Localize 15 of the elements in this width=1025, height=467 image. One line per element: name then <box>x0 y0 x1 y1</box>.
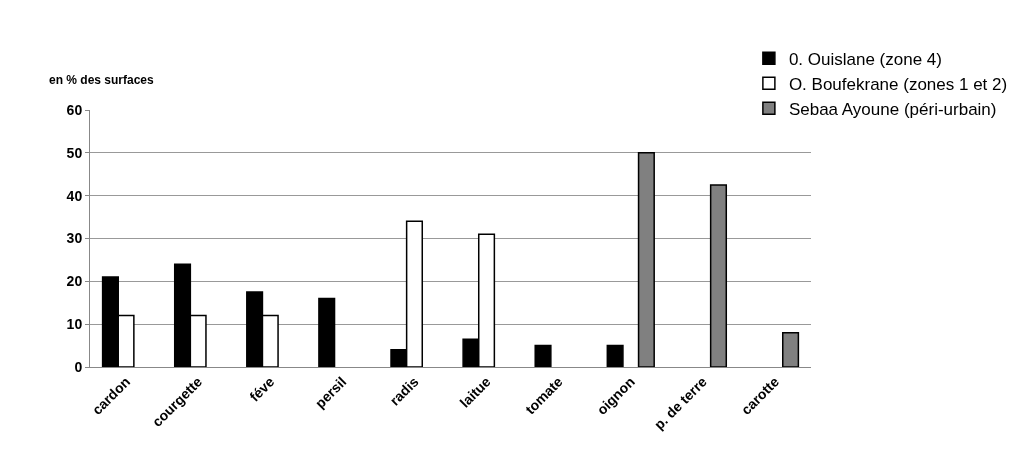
bar <box>534 344 552 367</box>
y-tick-label: 40 <box>66 187 83 204</box>
y-tick-label: 20 <box>66 273 83 290</box>
legend-label: 0. Ouislane (zone 4) <box>788 49 942 69</box>
y-tick-label: 50 <box>66 144 83 161</box>
x-tick-label: féve <box>246 373 278 405</box>
y-tick-label: 60 <box>66 101 83 118</box>
y-axis-title: en % des surfaces <box>49 73 155 87</box>
bar <box>606 344 624 367</box>
legend-label: Sebaa Ayoune (péri-urbain) <box>788 99 997 119</box>
y-tick-label: 0 <box>74 358 83 375</box>
y-tick-label: 10 <box>66 316 83 333</box>
bar <box>318 297 336 367</box>
y-tick-label: 30 <box>66 230 83 247</box>
legend-label: O. Boufekrane (zones 1 et 2) <box>788 74 1008 94</box>
